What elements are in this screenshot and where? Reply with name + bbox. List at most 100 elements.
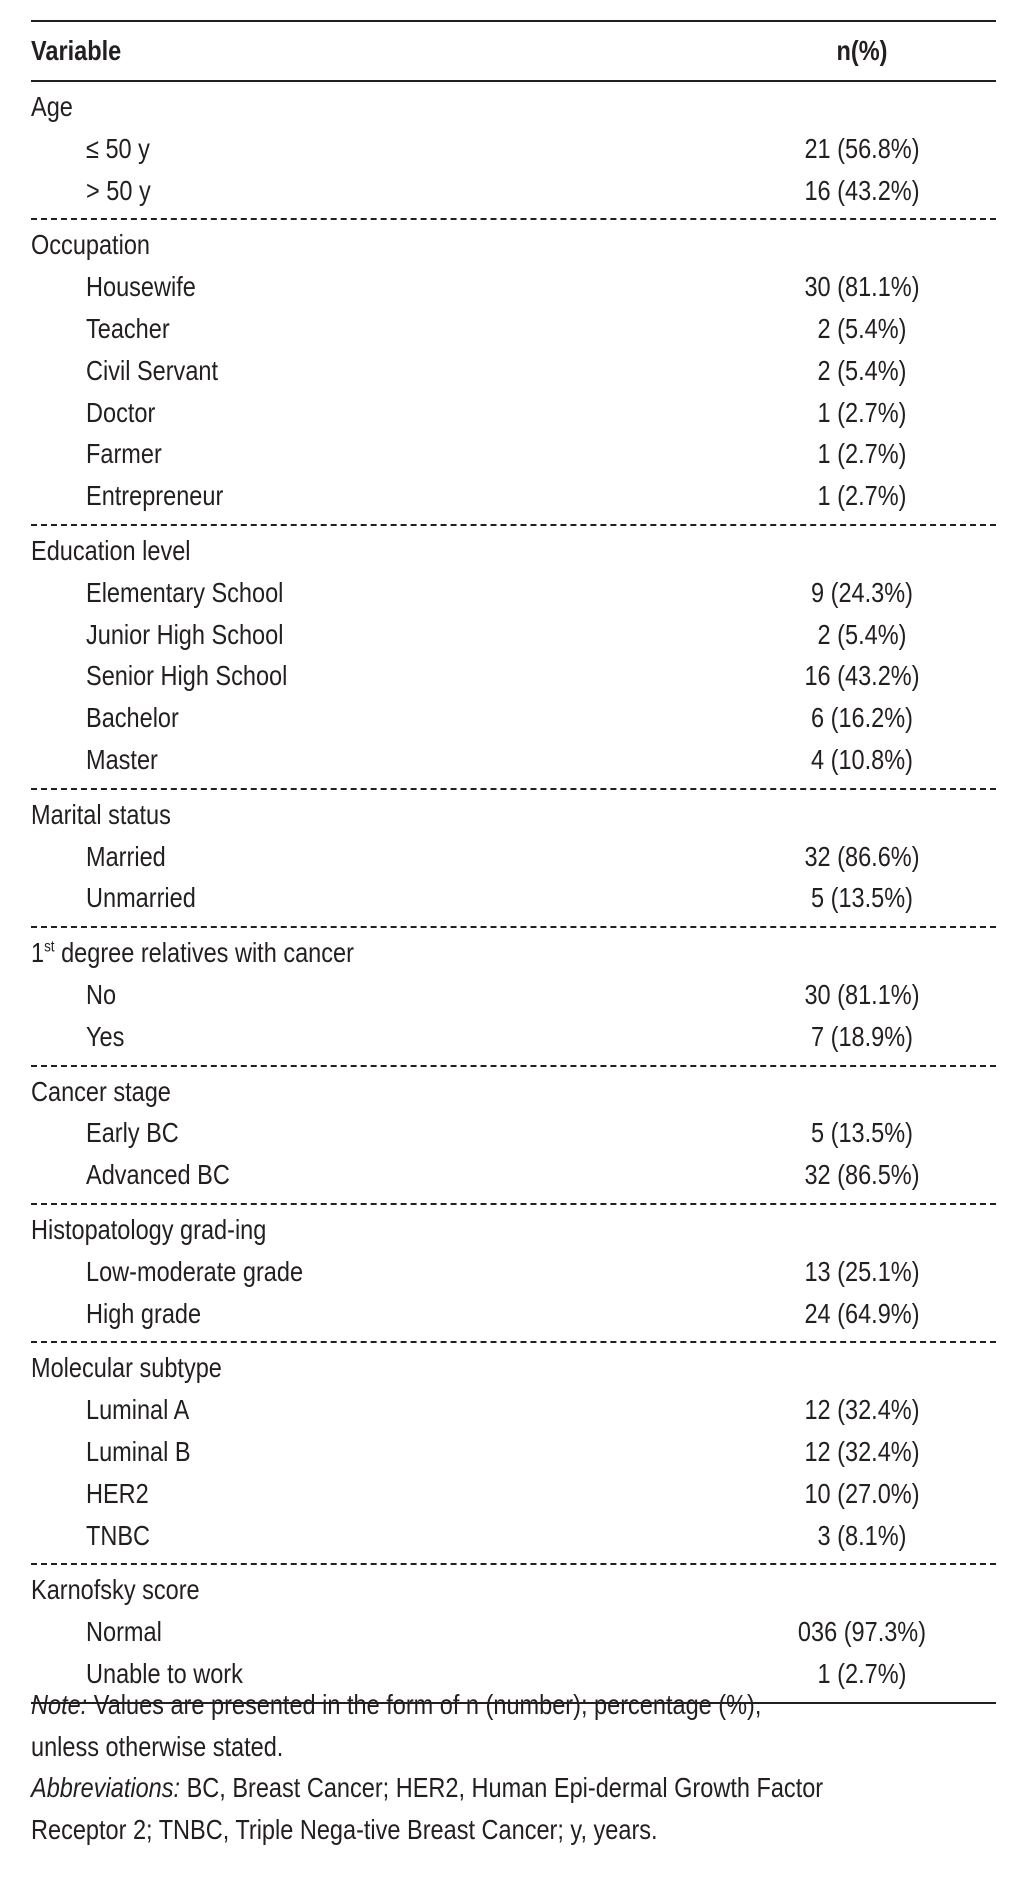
- row-value: 3 (8.1%): [817, 1519, 907, 1551]
- table-row: Yes 7 (18.9%): [31, 1016, 996, 1058]
- row-value: 13 (25.1%): [804, 1255, 920, 1287]
- row-value: 2 (5.4%): [817, 312, 907, 344]
- group-heading: Karnofsky score: [31, 1574, 200, 1606]
- table-footnotes: Note: Values are presented in the form o…: [31, 1684, 1022, 1850]
- group-heading-row: 1st degree relatives with cancer: [31, 932, 996, 974]
- row-value: 21 (56.8%): [804, 132, 920, 164]
- row-label: Early BC: [86, 1117, 179, 1149]
- row-value: 10 (27.0%): [804, 1477, 920, 1509]
- group-heading-row: Cancer stage: [31, 1071, 996, 1113]
- row-label: HER2: [86, 1477, 149, 1509]
- table-row: HER2 10 (27.0%): [31, 1473, 996, 1515]
- header-value: n(%): [836, 35, 888, 66]
- row-value: 16 (43.2%): [804, 660, 920, 692]
- group-heading-row: Age: [31, 86, 996, 128]
- row-label: Luminal A: [86, 1394, 190, 1426]
- row-value: 12 (32.4%): [804, 1435, 920, 1467]
- table-row: Married 32 (86.6%): [31, 836, 996, 878]
- row-value: 30 (81.1%): [804, 271, 920, 303]
- row-label: Bachelor: [86, 702, 179, 734]
- row-label: Elementary School: [86, 576, 284, 608]
- table-row: Unmarried 5 (13.5%): [31, 877, 996, 919]
- row-label: TNBC: [86, 1519, 151, 1551]
- row-label: Unmarried: [86, 882, 196, 914]
- row-label: Master: [86, 743, 158, 775]
- row-label: > 50 y: [86, 174, 151, 206]
- table-row: Housewife 30 (81.1%): [31, 266, 996, 308]
- table-row: Elementary School 9 (24.3%): [31, 572, 996, 614]
- row-label: Senior High School: [86, 660, 288, 692]
- row-value: 1 (2.7%): [817, 438, 907, 470]
- row-label: High grade: [86, 1297, 202, 1329]
- row-value: 16 (43.2%): [804, 174, 920, 206]
- group-heading-row: Occupation: [31, 224, 996, 266]
- table-row: Unable to work 1 (2.7%): [31, 1653, 996, 1695]
- row-value: 9 (24.3%): [811, 576, 913, 608]
- row-label: Normal: [86, 1616, 162, 1648]
- table-row: Luminal A 12 (32.4%): [31, 1389, 996, 1431]
- table-row: Luminal B 12 (32.4%): [31, 1431, 996, 1473]
- group-heading-row: Education level: [31, 530, 996, 572]
- table-row: Early BC 5 (13.5%): [31, 1112, 996, 1154]
- row-label: Teacher: [86, 312, 170, 344]
- row-label: Junior High School: [86, 618, 284, 650]
- table-row: Low-moderate grade 13 (25.1%): [31, 1251, 996, 1293]
- group-heading: 1st degree relatives with cancer: [31, 937, 354, 969]
- row-label: Doctor: [86, 396, 156, 428]
- table-row: Teacher 2 (5.4%): [31, 308, 996, 350]
- row-label: Low-moderate grade: [86, 1255, 304, 1287]
- row-value: 6 (16.2%): [811, 702, 913, 734]
- table-row: ≤ 50 y 21 (56.8%): [31, 128, 996, 170]
- table-row: Farmer 1 (2.7%): [31, 433, 996, 475]
- table-group: Education level Elementary School 9 (24.3%…: [31, 526, 996, 790]
- group-heading-row: Marital status: [31, 794, 996, 836]
- note-line-1: Note: Values are presented in the form o…: [31, 1689, 762, 1720]
- row-value: 4 (10.8%): [811, 743, 913, 775]
- row-value: 2 (5.4%): [817, 354, 907, 386]
- row-value: 24 (64.9%): [804, 1297, 920, 1329]
- row-label: Entrepreneur: [86, 480, 224, 512]
- row-value: 7 (18.9%): [811, 1020, 913, 1052]
- row-label: No: [86, 978, 117, 1010]
- table-row: TNBC 3 (8.1%): [31, 1515, 996, 1557]
- group-heading: Molecular subtype: [31, 1352, 222, 1384]
- row-value: 2 (5.4%): [817, 618, 907, 650]
- row-label: Luminal B: [86, 1435, 191, 1467]
- table-row: Junior High School 2 (5.4%): [31, 614, 996, 656]
- table-group: 1st degree relatives with cancer No 30 (81…: [31, 928, 996, 1067]
- row-label: Civil Servant: [86, 354, 219, 386]
- row-value: 1 (2.7%): [817, 396, 907, 428]
- row-value: 32 (86.5%): [804, 1159, 920, 1191]
- header-variable: Variable: [31, 35, 122, 66]
- table-group: Karnofsky score Normal 036 (97.3%) Unable t…: [31, 1565, 996, 1704]
- row-value: 5 (13.5%): [811, 1117, 913, 1149]
- table-group: Molecular subtype Luminal A 12 (32.4%) Lumi…: [31, 1343, 996, 1566]
- row-value: 5 (13.5%): [811, 882, 913, 914]
- table-row: Master 4 (10.8%): [31, 739, 996, 781]
- table-row: > 50 y 16 (43.2%): [31, 170, 996, 212]
- table-group: Marital status Married 32 (86.6%) Unmarried…: [31, 790, 996, 929]
- row-label: Advanced BC: [86, 1159, 230, 1191]
- table-group: Occupation Housewife 30 (81.1%) Teacher 2 (5…: [31, 220, 996, 526]
- abbreviations-line-1: Abbreviations: BC, Breast Cancer; HER2, …: [31, 1772, 824, 1803]
- table-row: Doctor 1 (2.7%): [31, 392, 996, 434]
- table-header: Variable n(%): [31, 22, 996, 82]
- row-value: 1 (2.7%): [817, 1657, 907, 1689]
- table-row: Bachelor 6 (16.2%): [31, 697, 996, 739]
- row-value: 32 (86.6%): [804, 840, 920, 872]
- row-label: Yes: [86, 1020, 125, 1052]
- group-heading: Occupation: [31, 229, 150, 261]
- abbreviations-line-2: Receptor 2; TNBC, Triple Nega-tive Breas…: [31, 1813, 658, 1845]
- demographics-table: Variable n(%) Age ≤ 50 y 21 (56.8%) > 50 y 1…: [31, 20, 996, 1704]
- table-row: Senior High School 16 (43.2%): [31, 655, 996, 697]
- table-group: Age ≤ 50 y 21 (56.8%) > 50 y 16 (43.2%): [31, 82, 996, 221]
- note-line-2: unless otherwise stated.: [31, 1730, 284, 1762]
- row-value: 12 (32.4%): [804, 1394, 920, 1426]
- row-value: 30 (81.1%): [804, 978, 920, 1010]
- table-row: No 30 (81.1%): [31, 974, 996, 1016]
- row-label: Unable to work: [86, 1657, 243, 1689]
- group-heading: Histopatology grad-ing: [31, 1213, 267, 1245]
- table-row: Entrepreneur 1 (2.7%): [31, 475, 996, 517]
- table-row: High grade 24 (64.9%): [31, 1293, 996, 1335]
- group-heading: Education level: [31, 534, 191, 566]
